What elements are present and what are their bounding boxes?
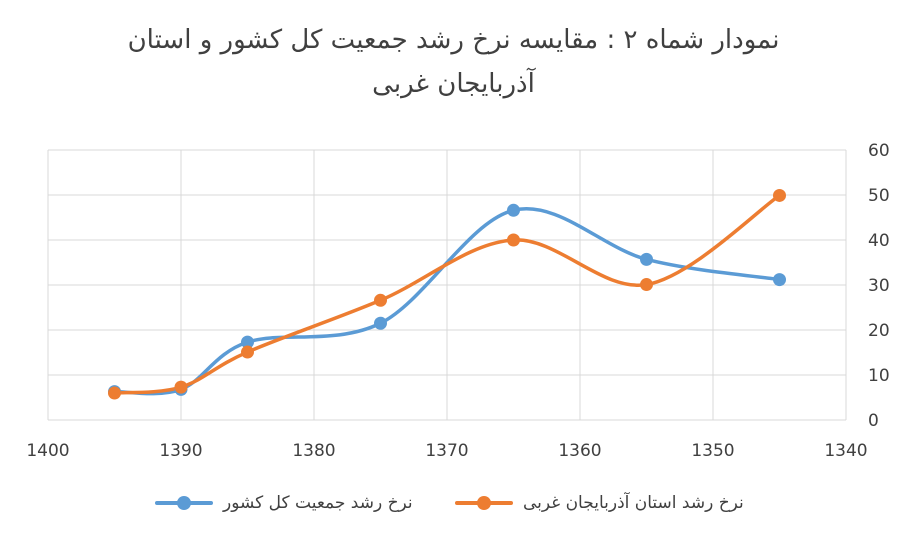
legend-marker-series-1: [177, 496, 191, 510]
y-tick-label: 10: [868, 366, 890, 386]
legend-marker-series-2: [477, 496, 491, 510]
legend: نرخ رشد جمعیت کل کشور نرخ رشد استان آذرب…: [0, 488, 907, 518]
x-tick-label: 1340: [824, 441, 867, 461]
data-point-series-2: [374, 293, 387, 307]
legend-label-series-1: نرخ رشد جمعیت کل کشور: [223, 493, 413, 513]
y-tick-label: 50: [868, 186, 890, 206]
y-tick-label: 0: [868, 411, 879, 431]
y-axis-ticks: 0 10 20 30 40 50 60: [868, 141, 890, 431]
y-tick-label: 60: [868, 141, 890, 161]
chart-title: نمودار شماه ۲ : مقایسه نرخ رشد جمعیت کل …: [127, 25, 780, 55]
y-tick-label: 20: [868, 321, 890, 341]
chart-subtitle: آذربایجان غربی: [372, 69, 535, 99]
data-point-series-1: [640, 252, 653, 266]
chart-title-block: نمودار شماه ۲ : مقایسه نرخ رشد جمعیت کل …: [0, 18, 907, 106]
series-points: [108, 188, 786, 400]
x-axis-ticks: 1400 1390 1380 1370 1360 1350 1340: [26, 441, 867, 461]
data-point-series-2: [108, 386, 121, 400]
x-tick-label: 1400: [26, 441, 69, 461]
legend-swatch-series-2: [455, 488, 513, 518]
data-point-series-1: [374, 316, 387, 330]
legend-item-series-1: نرخ رشد جمعیت کل کشور: [155, 488, 413, 518]
x-tick-label: 1390: [159, 441, 202, 461]
y-tick-label: 30: [868, 276, 890, 296]
y-tick-label: 40: [868, 231, 890, 251]
legend-swatch-series-1: [155, 488, 213, 518]
x-tick-label: 1370: [425, 441, 468, 461]
data-point-series-2: [241, 345, 254, 359]
data-point-series-1: [507, 203, 520, 217]
data-point-series-1: [241, 335, 254, 349]
data-point-series-1: [773, 273, 786, 287]
x-tick-label: 1380: [292, 441, 335, 461]
legend-item-series-2: نرخ رشد استان آذربایجان غربی: [455, 488, 744, 518]
data-point-series-2: [174, 380, 188, 394]
data-point-series-2: [773, 188, 786, 202]
legend-label-series-2: نرخ رشد استان آذربایجان غربی: [523, 493, 744, 513]
data-point-series-2: [507, 233, 520, 247]
data-point-series-2: [640, 278, 653, 292]
gridlines: [47, 149, 847, 421]
x-tick-label: 1350: [691, 441, 734, 461]
x-tick-label: 1360: [558, 441, 601, 461]
